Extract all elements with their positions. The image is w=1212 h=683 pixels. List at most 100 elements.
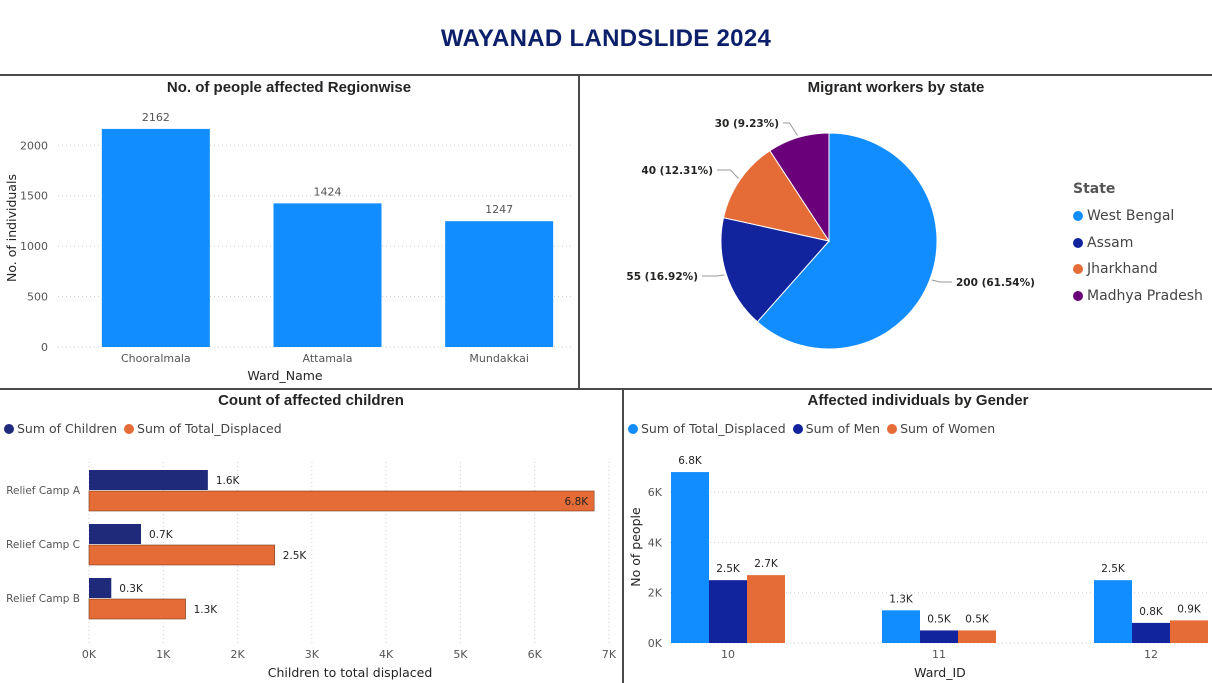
legend-dot bbox=[1073, 264, 1083, 275]
data-label: 2.7K bbox=[754, 558, 779, 570]
pie-slice-jharkhand[interactable] bbox=[722, 149, 831, 242]
regionwise-chart-title: No. of people affected Regionwise bbox=[166, 79, 412, 96]
y-tick-label: 500 bbox=[27, 291, 48, 304]
y-category-label: Relief Camp C bbox=[6, 539, 80, 551]
bar-ward-11-sum-of-men[interactable] bbox=[920, 630, 958, 643]
header-divider bbox=[0, 74, 1212, 76]
slice-data-label: 40 (12.31%) bbox=[641, 165, 713, 177]
data-label: 1.3K bbox=[889, 593, 914, 605]
data-label: 0.8K bbox=[1139, 606, 1164, 618]
leader-line bbox=[717, 169, 739, 179]
legend-item-west-bengal[interactable]: West Bengal bbox=[1073, 203, 1203, 230]
bar-relief-camp-a-total[interactable] bbox=[88, 490, 595, 512]
bar-ward-11-sum-of-total_displaced[interactable] bbox=[882, 610, 920, 643]
data-label: 0.5K bbox=[965, 613, 990, 625]
legend-item-sum-of-men[interactable]: Sum of Men bbox=[792, 421, 880, 436]
page-title: WAYANAD LANDSLIDE 2024 bbox=[440, 25, 772, 52]
bar-relief-camp-a-children[interactable] bbox=[89, 470, 208, 490]
migrants-chart-title: Migrant workers by state bbox=[807, 79, 985, 96]
slice-data-label: 200 (61.54%) bbox=[956, 277, 1035, 289]
legend-dot bbox=[628, 423, 638, 434]
gender-chart-title: Affected individuals by Gender bbox=[807, 392, 1029, 409]
legend-dot bbox=[124, 423, 135, 434]
regionwise-chart[interactable]: 0 500 1000 1500 2000 2162 1424 1247 Chooralmal… bbox=[0, 96, 578, 388]
data-label: 0.3K bbox=[119, 583, 144, 595]
x-tick-label: 11 bbox=[932, 648, 946, 661]
leader-line bbox=[702, 274, 725, 277]
bar-ward-12-sum-of-women[interactable] bbox=[1170, 620, 1208, 643]
x-tick-label: 1K bbox=[156, 648, 171, 661]
data-label: 1.6K bbox=[216, 475, 241, 487]
pie-slice-assam[interactable] bbox=[720, 217, 830, 323]
data-label: 6.8K bbox=[565, 496, 590, 508]
bar-ward-10-sum-of-total_displaced[interactable] bbox=[671, 472, 709, 643]
bar-ward-12-sum-of-total_displaced[interactable] bbox=[1094, 580, 1132, 643]
bar-relief-camp-b-children[interactable] bbox=[89, 578, 112, 598]
legend-dot bbox=[1073, 211, 1083, 222]
data-label: 1424 bbox=[314, 185, 342, 198]
legend-dot bbox=[887, 423, 898, 434]
legend-item-sum-of-total-displaced[interactable]: Sum of Total_Displaced bbox=[628, 421, 786, 436]
legend-item-madhya-pradesh[interactable]: Madhya Pradesh bbox=[1073, 283, 1203, 310]
y-tick-label: 2K bbox=[648, 587, 663, 600]
slice-data-label: 55 (16.92%) bbox=[626, 271, 698, 283]
gender-chart[interactable]: 0K 2K 4K 6K 6.8K 2.5K 2.7K 1.3K 0.5K 0.5K 2.5K 0.8… bbox=[624, 440, 1212, 683]
legend-dot bbox=[1073, 290, 1083, 301]
pie-slice-west-bengal[interactable] bbox=[756, 132, 938, 350]
legend-dot bbox=[792, 423, 803, 434]
y-tick-label: 1500 bbox=[20, 190, 48, 203]
legend-dot bbox=[1073, 237, 1083, 248]
data-label: 6.8K bbox=[678, 455, 703, 467]
migrants-legend-title: State bbox=[1073, 181, 1116, 197]
data-label: 2.5K bbox=[716, 563, 741, 575]
bar-ward-10-sum-of-women[interactable] bbox=[747, 575, 785, 643]
bar-ward-11-sum-of-women[interactable] bbox=[958, 630, 996, 643]
children-chart[interactable]: 1.6K 6.8K 0.7K 2.5K 0.3K 1.3K Relief Camp A Re… bbox=[0, 440, 622, 683]
bar-chooralmala[interactable] bbox=[101, 128, 210, 347]
bar-relief-camp-c-children[interactable] bbox=[89, 524, 141, 544]
legend-item-sum-of-total-displaced[interactable]: Sum of Total_Displaced bbox=[124, 421, 282, 436]
y-category-label: Relief Camp A bbox=[6, 485, 81, 497]
leader-line bbox=[931, 279, 952, 283]
x-tick-label: 0K bbox=[82, 648, 97, 661]
children-legend: Sum of Children Sum of Total_Displaced bbox=[4, 421, 285, 437]
pie-slice-madhya-pradesh[interactable] bbox=[769, 132, 830, 243]
legend-item-assam[interactable]: Assam bbox=[1073, 230, 1203, 257]
bottom-panels-divider bbox=[622, 388, 624, 683]
gender-y-axis-title: No of people bbox=[628, 507, 643, 587]
legend-item-sum-of-children[interactable]: Sum of Children bbox=[4, 421, 117, 436]
top-panels-divider bbox=[578, 74, 580, 389]
x-tick-label: 7K bbox=[602, 648, 617, 661]
data-label: 2.5K bbox=[1101, 563, 1126, 575]
bar-ward-10-sum-of-men[interactable] bbox=[709, 580, 747, 643]
data-label: 2.5K bbox=[283, 550, 308, 562]
regionwise-x-axis-title: Ward_Name bbox=[247, 368, 323, 383]
regionwise-y-axis-title: No. of individuals bbox=[4, 174, 19, 282]
bar-mundakkai[interactable] bbox=[445, 221, 554, 347]
y-tick-label: 6K bbox=[648, 486, 663, 499]
bar-relief-camp-c-total[interactable] bbox=[88, 544, 276, 566]
bar-relief-camp-b-total[interactable] bbox=[88, 598, 186, 620]
bar-attamala[interactable] bbox=[273, 203, 382, 347]
data-label: 2162 bbox=[142, 111, 170, 124]
data-label: 1.3K bbox=[194, 604, 219, 616]
data-label: 0.9K bbox=[1177, 603, 1202, 615]
slice-data-label: 30 (9.23%) bbox=[715, 118, 779, 130]
y-category-label: Relief Camp B bbox=[6, 593, 80, 605]
y-tick-label: 4K bbox=[648, 536, 663, 549]
migrants-legend: State West Bengal Assam Jharkhand Madhya… bbox=[1073, 181, 1203, 309]
x-tick-label: 3K bbox=[305, 648, 320, 661]
x-tick-label: Attamala bbox=[303, 352, 353, 365]
x-tick-label: 2K bbox=[230, 648, 245, 661]
y-tick-label: 0K bbox=[648, 637, 663, 650]
y-tick-label: 1000 bbox=[20, 240, 48, 253]
data-label: 0.5K bbox=[927, 613, 952, 625]
legend-item-jharkhand[interactable]: Jharkhand bbox=[1073, 256, 1203, 283]
y-tick-label: 0 bbox=[41, 341, 48, 354]
x-tick-label: 6K bbox=[528, 648, 543, 661]
bar-ward-12-sum-of-men[interactable] bbox=[1132, 622, 1170, 643]
children-x-axis-title: Children to total displaced bbox=[268, 665, 433, 680]
data-label: 1247 bbox=[485, 203, 513, 216]
migrants-pie-chart[interactable]: 200 (61.54%) 55 (16.92%) 40 (12.31%) 30 (9.… bbox=[580, 96, 1050, 388]
legend-item-sum-of-women[interactable]: Sum of Women bbox=[887, 421, 995, 436]
